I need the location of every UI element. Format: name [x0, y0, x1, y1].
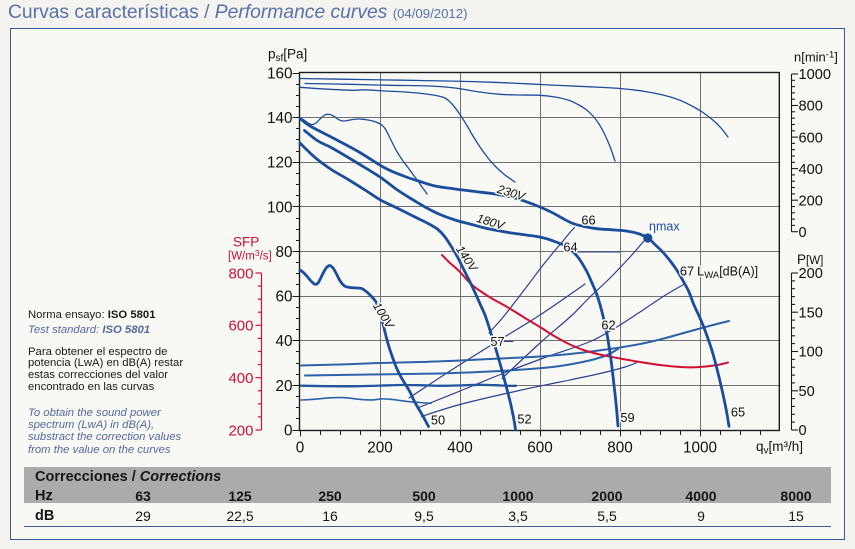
svg-text:100: 100	[799, 345, 823, 361]
svg-text:50: 50	[799, 384, 815, 400]
svg-text:100: 100	[267, 199, 293, 216]
svg-text:62: 62	[601, 318, 615, 333]
svg-text:200: 200	[799, 266, 823, 282]
svg-text:qv[m³/h]: qv[m³/h]	[756, 439, 803, 457]
svg-text:120: 120	[267, 155, 293, 172]
svg-text:200: 200	[367, 439, 393, 456]
svg-text:800: 800	[228, 265, 253, 282]
svg-text:100V: 100V	[370, 300, 397, 332]
svg-text:66: 66	[581, 212, 595, 227]
svg-text:40: 40	[275, 333, 292, 350]
svg-text:400: 400	[799, 162, 823, 178]
svg-text:P[W]: P[W]	[797, 252, 823, 267]
svg-text:SFP: SFP	[233, 235, 259, 250]
svg-text:160: 160	[267, 65, 293, 82]
svg-text:140: 140	[267, 110, 293, 127]
svg-text:psf[Pa]: psf[Pa]	[268, 47, 307, 65]
svg-text:800: 800	[607, 439, 633, 456]
svg-text:800: 800	[799, 99, 823, 115]
svg-text:67: 67	[680, 264, 694, 279]
svg-text:[W/m3/s]: [W/m3/s]	[228, 248, 272, 263]
svg-text:0: 0	[799, 423, 807, 439]
svg-text:200: 200	[228, 422, 253, 439]
svg-text:600: 600	[527, 439, 553, 456]
svg-text:1000: 1000	[799, 67, 831, 83]
svg-text:59: 59	[620, 410, 634, 425]
svg-text:ηmax: ηmax	[649, 220, 680, 234]
svg-text:150: 150	[799, 305, 823, 321]
svg-text:0: 0	[296, 439, 305, 456]
svg-text:200: 200	[799, 193, 823, 209]
svg-text:80: 80	[275, 244, 292, 261]
svg-text:400: 400	[228, 370, 253, 387]
svg-text:50: 50	[431, 413, 445, 428]
svg-text:400: 400	[447, 439, 473, 456]
svg-text:60: 60	[275, 289, 292, 306]
svg-text:0: 0	[799, 225, 807, 241]
svg-text:52: 52	[517, 412, 531, 427]
svg-text:600: 600	[799, 130, 823, 146]
svg-text:65: 65	[731, 405, 745, 420]
svg-text:20: 20	[275, 378, 292, 395]
svg-text:LWA[dB(A)]: LWA[dB(A)]	[697, 264, 758, 282]
svg-text:230V: 230V	[495, 182, 528, 204]
svg-text:1000: 1000	[683, 439, 717, 456]
svg-text:57: 57	[490, 334, 504, 349]
svg-text:n[min-1]: n[min-1]	[794, 50, 838, 65]
svg-text:600: 600	[228, 318, 253, 335]
svg-text:0: 0	[284, 422, 293, 439]
svg-text:64: 64	[563, 240, 577, 255]
